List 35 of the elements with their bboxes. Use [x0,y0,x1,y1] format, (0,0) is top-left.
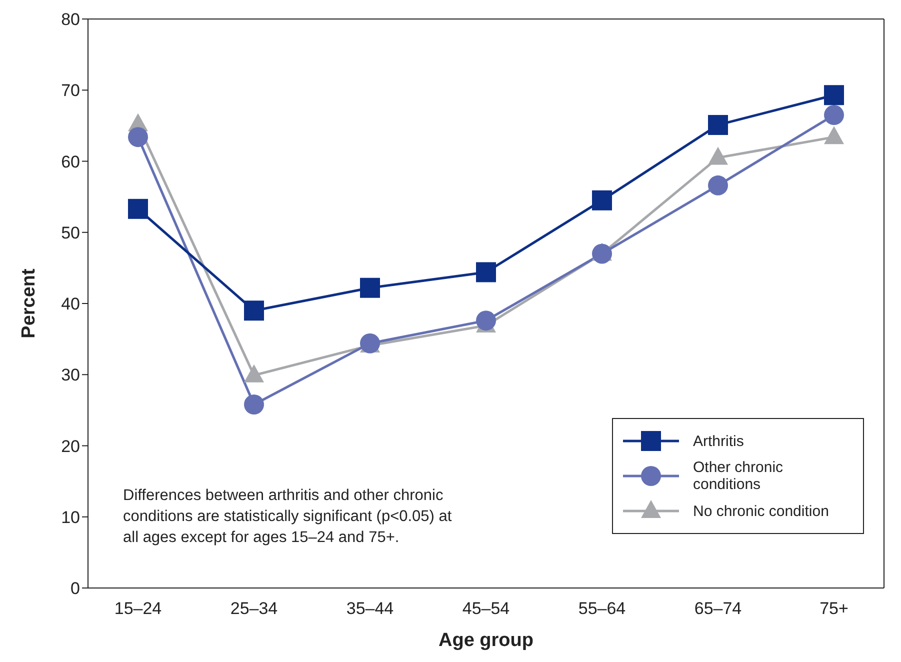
y-tick-label: 30 [61,366,80,385]
y-tick-label: 20 [61,436,80,456]
point [592,190,612,210]
y-tick-label: 10 [61,508,80,527]
y-tick-label: 60 [61,152,80,172]
x-tick-label: 75+ [820,599,848,618]
point [128,127,148,148]
y-tick-label: 70 [61,81,80,100]
y-tick-label: 50 [61,223,80,242]
x-tick-label: 35–44 [346,599,394,618]
x-tick-label: 55–64 [578,599,626,618]
y-axis-title: Percent [18,268,40,338]
point [244,394,264,414]
x-tick-label: 25–34 [230,599,278,618]
point [128,198,148,219]
point [476,262,496,282]
y-tick-label: 40 [61,294,80,314]
point [708,175,728,196]
legend-label: Arthritis [693,432,745,450]
x-axis-title: Age group [438,630,534,651]
legend-label: No chronic condition [693,502,830,520]
x-tick-label: 65–74 [694,599,742,618]
annotation: Differences between arthritis and other chronic conditions are statistically significant (p<0.05) at all ages except for ages 15–24 and 75+. [123,486,453,548]
point [360,278,380,298]
legend-label: Other chronic conditions [693,459,784,493]
point [592,244,612,264]
x-tick-label: 15–24 [114,599,162,618]
point [824,85,844,106]
y-tick-label: 80 [61,10,80,30]
point [244,300,264,321]
point [824,105,844,126]
point [476,310,496,331]
y-tick-label: 0 [70,579,80,598]
x-tick-label: 45–54 [462,599,510,618]
point [708,114,728,135]
